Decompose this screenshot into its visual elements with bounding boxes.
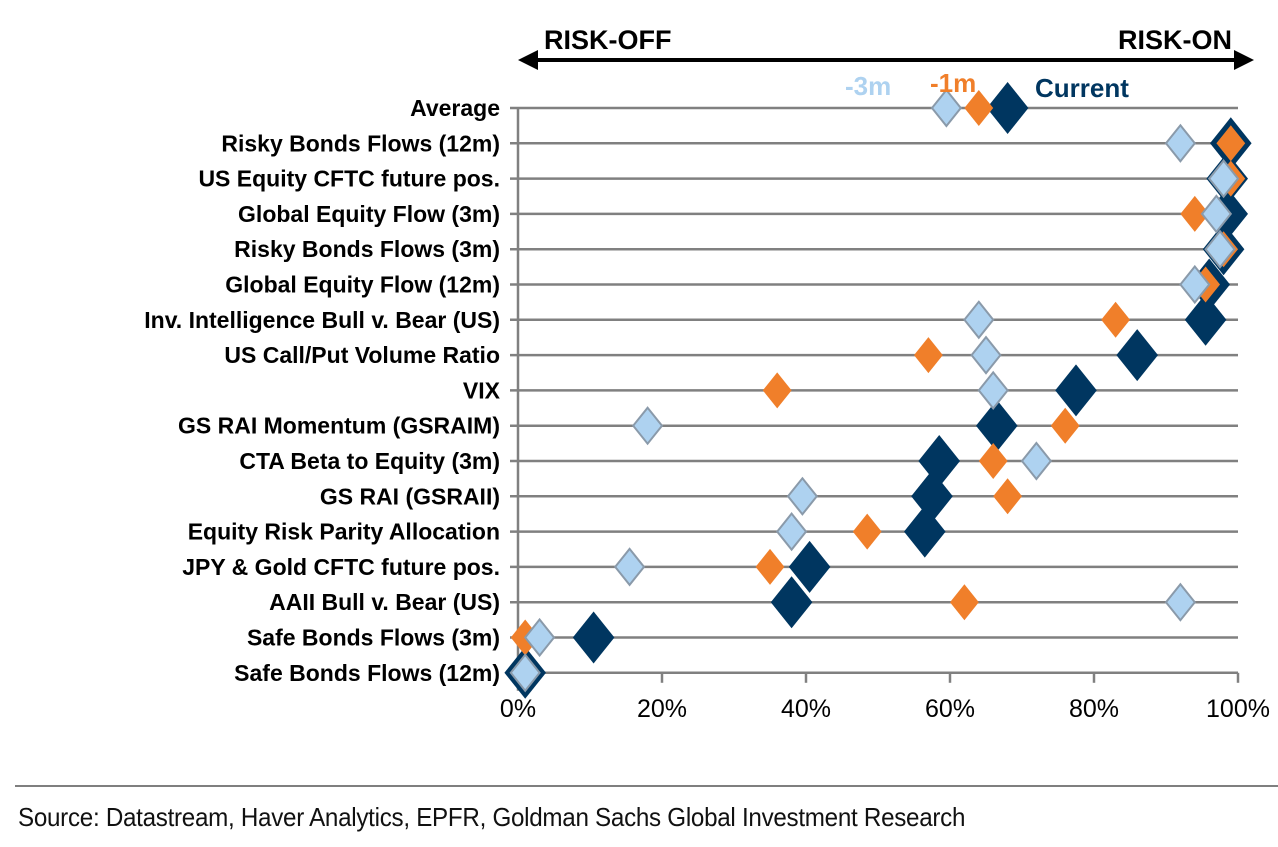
category-labels: Average Risky Bonds Flows (12m) US Equity … <box>144 95 500 686</box>
marker-current <box>976 399 1018 452</box>
marker-minus-3m <box>1179 264 1211 305</box>
marker-minus-3m <box>1204 229 1236 269</box>
marker-minus-3m <box>523 617 556 658</box>
marker-minus-1m <box>1180 195 1210 232</box>
legend-3m: -3m <box>845 71 891 101</box>
marker-minus-3m <box>613 547 646 587</box>
marker-minus-3m <box>1164 123 1197 163</box>
marker-minus-1m <box>1101 301 1130 338</box>
gridlines <box>510 106 1238 675</box>
category-label: GS RAI (GSRAII) <box>320 483 500 509</box>
category-label: AAII Bull v. Bear (US) <box>269 589 500 615</box>
marker-minus-3m <box>1164 582 1197 622</box>
marker-current <box>770 576 813 629</box>
marker-minus-1m <box>1050 407 1080 444</box>
legend-1m: -1m <box>930 68 976 98</box>
category-label: US Equity CFTC future pos. <box>198 166 500 192</box>
category-label: CTA Beta to Equity (3m) <box>239 448 500 474</box>
marker-minus-1m <box>1216 125 1246 162</box>
marker-minus-3m <box>970 335 1002 375</box>
marker-current <box>918 435 960 487</box>
marker-minus-1m <box>964 90 994 126</box>
marker-current <box>904 505 946 558</box>
x-tick-label: 40% <box>781 695 831 723</box>
marker-minus-3m <box>930 88 963 128</box>
arrow-left-icon <box>518 50 538 70</box>
category-label: GS RAI Momentum (GSRAIM) <box>178 413 500 439</box>
data-markers <box>504 82 1252 699</box>
category-label: Inv. Intelligence Bull v. Bear (US) <box>144 307 500 333</box>
category-label: Global Equity Flow (12m) <box>225 272 500 298</box>
category-label: Safe Bonds Flows (3m) <box>247 625 500 651</box>
category-label: Equity Risk Parity Allocation <box>188 519 500 545</box>
marker-minus-3m <box>1207 158 1240 199</box>
x-axis: 0% 20% 40% 60% 80% 100% <box>500 108 1270 723</box>
marker-current <box>1055 364 1097 417</box>
x-tick-label: 20% <box>637 695 687 723</box>
risk-off-label: RISK-OFF <box>544 25 672 55</box>
risk-sentiment-chart: 0% 20% 40% 60% 80% 100% Average Risky Bonds Fl… <box>144 25 1270 723</box>
category-label: Average <box>410 95 500 121</box>
marker-minus-3m <box>1020 441 1053 481</box>
category-label: VIX <box>463 377 501 403</box>
arrow-right-icon <box>1234 50 1254 70</box>
marker-minus-3m <box>1200 194 1233 234</box>
source-divider <box>15 785 1278 787</box>
risk-on-label: RISK-ON <box>1118 25 1232 55</box>
source-note: Source: Datastream, Haver Analytics, EPF… <box>18 802 966 832</box>
legend-current: Current <box>1035 73 1129 103</box>
marker-minus-1m <box>755 548 785 585</box>
marker-current <box>1116 329 1158 382</box>
marker-minus-3m <box>963 300 995 340</box>
marker-minus-3m <box>786 476 819 516</box>
marker-minus-1m <box>852 513 882 550</box>
x-tick-label: 0% <box>500 695 536 723</box>
category-label: JPY & Gold CFTC future pos. <box>182 554 500 580</box>
marker-minus-1m <box>993 478 1022 515</box>
category-label: Global Equity Flow (3m) <box>238 201 500 227</box>
marker-current <box>911 470 953 523</box>
x-tick-label: 100% <box>1206 695 1270 723</box>
x-tick-label: 60% <box>925 695 975 723</box>
marker-minus-1m <box>950 584 979 621</box>
category-label: Risky Bonds Flows (3m) <box>234 236 500 262</box>
marker-minus-1m <box>914 337 943 374</box>
category-label: US Call/Put Volume Ratio <box>224 342 500 368</box>
marker-minus-3m <box>775 511 808 552</box>
marker-minus-1m <box>762 372 792 409</box>
chart-header: RISK-OFF RISK-ON -3m -1m Current <box>518 25 1254 103</box>
marker-minus-1m <box>978 443 1008 479</box>
marker-current <box>986 82 1029 134</box>
x-tick-label: 80% <box>1069 695 1119 723</box>
marker-current <box>572 611 615 664</box>
category-label: Safe Bonds Flows (12m) <box>234 660 500 686</box>
marker-minus-3m <box>509 653 541 693</box>
category-label: Risky Bonds Flows (12m) <box>221 130 500 156</box>
marker-current <box>788 540 831 593</box>
marker-current <box>1184 293 1227 346</box>
marker-minus-3m <box>631 406 664 446</box>
marker-minus-3m <box>977 370 1009 411</box>
